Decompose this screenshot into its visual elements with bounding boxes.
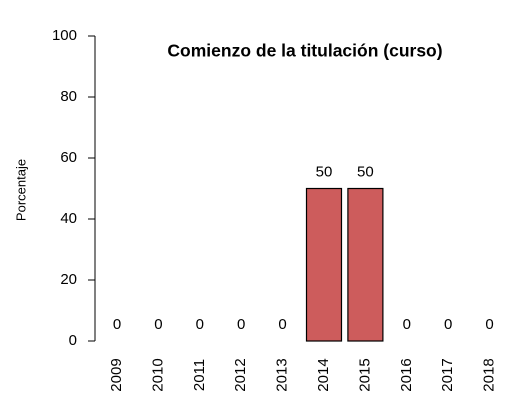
y-tick-label: 80 [60,88,77,105]
y-tick-label: 20 [60,271,77,288]
y-tick-label: 40 [60,210,77,227]
x-tick-label: 2011 [191,359,208,391]
bar [305,187,343,342]
x-tick-label: 2013 [274,358,291,391]
value-label: 0 [485,316,493,333]
value-label: 0 [237,316,245,333]
x-tick-label: 2016 [398,358,415,391]
x-tick-label: 2015 [356,358,373,391]
bar [347,187,384,342]
y-tick-label: 60 [60,149,77,166]
value-label: 0 [154,316,162,333]
value-label: 0 [444,316,452,333]
x-tick-label: 2014 [315,358,332,391]
x-tick-label: 2017 [439,358,456,391]
x-tick-label: 2012 [232,358,249,391]
value-label: 50 [357,163,374,180]
value-label: 0 [113,316,121,333]
value-label: 50 [316,163,333,180]
chart-title: Comienzo de la titulación (curso) [167,41,442,61]
y-axis-label: Porcentaje [13,159,28,221]
y-tick-label: 100 [52,27,77,44]
y-tick-label: 0 [69,332,77,349]
x-tick-label: 2009 [108,358,125,391]
value-label: 0 [196,316,204,333]
value-label: 0 [403,316,411,333]
x-tick-label: 2018 [481,358,498,391]
x-tick-label: 2010 [149,358,166,391]
value-label: 0 [278,316,286,333]
